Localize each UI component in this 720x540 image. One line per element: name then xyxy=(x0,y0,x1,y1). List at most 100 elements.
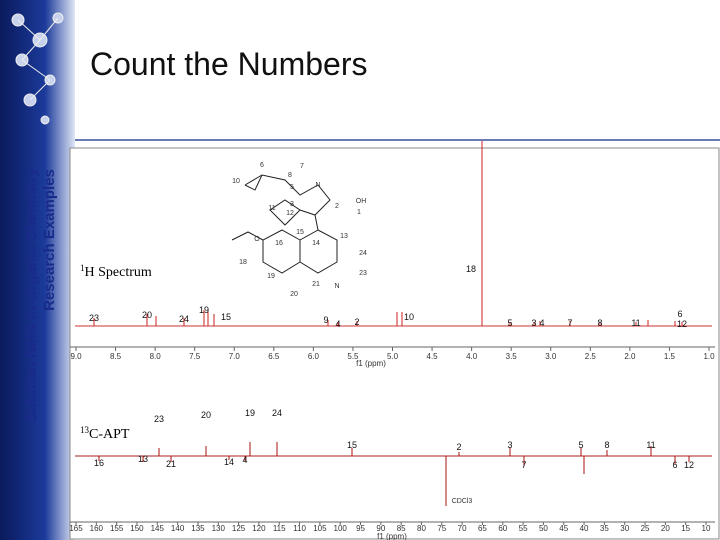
c-peak-label: 7 xyxy=(521,460,526,470)
c-tick-label: 80 xyxy=(417,524,426,533)
h-tick-label: 3.5 xyxy=(506,352,518,361)
c-peak-label: 5 xyxy=(578,440,583,450)
atom-label: 18 xyxy=(239,259,247,266)
molecule-icon xyxy=(11,12,64,125)
h-tick-label: 2.0 xyxy=(624,352,636,361)
h-tick-label: 4.0 xyxy=(466,352,478,361)
c-tick-label: 40 xyxy=(580,524,589,533)
atom-label: 20 xyxy=(290,291,298,298)
h-peak-label: 24 xyxy=(179,314,189,324)
h-peak-label: 8 xyxy=(597,318,602,328)
c-tick-label: 110 xyxy=(293,524,306,533)
c-tick-label: 160 xyxy=(90,524,104,533)
figure-frame xyxy=(69,147,720,540)
atom-label: 5 xyxy=(290,184,294,191)
h-label-sup: 1 xyxy=(80,263,85,273)
c-tick-label: 10 xyxy=(702,524,711,533)
c-peak-label: 8 xyxy=(604,440,609,450)
atom-label: 19 xyxy=(267,273,275,280)
h-peak-label: 6 xyxy=(677,309,682,319)
c-tick-label: 155 xyxy=(110,524,124,533)
atom-label: 15 xyxy=(296,229,304,236)
c-peak-label: 3 xyxy=(507,440,512,450)
sidebar-title: Solution NMR in Organic Chemistry xyxy=(23,167,40,422)
atom-label: N xyxy=(315,182,320,189)
h-peak-label: 10 xyxy=(404,312,414,322)
c-tick-label: 60 xyxy=(498,524,507,533)
atom-label: N xyxy=(334,283,339,290)
h-tick-label: 5.5 xyxy=(347,352,359,361)
c-peak-label: 19 xyxy=(245,408,255,418)
structure-bonds xyxy=(231,174,338,274)
h-peak-label: 15 xyxy=(221,312,231,322)
atom-label: 3 xyxy=(290,201,294,208)
atom-label: 12 xyxy=(286,210,294,217)
c-label-text: C-APT xyxy=(89,427,130,442)
h-tick-label: 7.5 xyxy=(189,352,201,361)
c-tick-label: 55 xyxy=(519,524,528,533)
atom-label: 24 xyxy=(359,250,367,257)
c-tick-label: 145 xyxy=(151,524,165,533)
atom-label: 13 xyxy=(340,233,348,240)
c-tick-label: 45 xyxy=(559,524,568,533)
h-tick-label: 1.5 xyxy=(664,352,676,361)
h-tick-label: 6.0 xyxy=(308,352,320,361)
c-tick-label: 125 xyxy=(232,524,246,533)
h-tick-label: 9.0 xyxy=(70,352,82,361)
atom-label: 23 xyxy=(359,270,367,277)
c-peak-label: 24 xyxy=(272,408,282,418)
c-peak-label: 20 xyxy=(201,410,211,420)
c-tick-label: 75 xyxy=(437,524,446,533)
c-tick-label: 20 xyxy=(661,524,670,533)
c-peak-label: 21 xyxy=(166,459,176,469)
c-peak-label: 12 xyxy=(684,460,694,470)
h-tick-label: 4.5 xyxy=(427,352,439,361)
h-peak-label: 2 xyxy=(354,317,359,327)
h-peak-label: 20 xyxy=(142,310,152,320)
h-tick-label: 8.5 xyxy=(110,352,122,361)
h-tick-label: 2.5 xyxy=(585,352,597,361)
c-tick-label: 135 xyxy=(191,524,205,533)
atom-label: 21 xyxy=(312,281,320,288)
h-label-text: H Spectrum xyxy=(85,265,152,280)
c-tick-label: 150 xyxy=(130,524,144,533)
c-tick-label: 105 xyxy=(313,524,327,533)
h-peak-label: 4 xyxy=(335,319,340,329)
c-peak-label: 4 xyxy=(242,455,247,465)
atom-label: 2 xyxy=(335,203,339,210)
c-peak-label: 2 xyxy=(456,442,461,452)
c-peak-label: 13 xyxy=(138,454,148,464)
c-tick-label: 95 xyxy=(356,524,365,533)
h-tick-label: 8.0 xyxy=(150,352,162,361)
atom-label: 1 xyxy=(357,209,361,216)
h-peak-label: 9 xyxy=(323,315,328,325)
c-tick-label: 85 xyxy=(397,524,406,533)
h-peak-label: 12 xyxy=(677,319,687,329)
h-peak-label: 18 xyxy=(466,264,476,274)
atom-label: 7 xyxy=(300,163,304,170)
atom-label: 10 xyxy=(232,178,240,185)
h-peak-label: 4 xyxy=(539,318,544,328)
h-tick-label: 1.0 xyxy=(703,352,715,361)
c-peak-label: 23 xyxy=(154,414,164,424)
sidebar-subtitle: Research Examples xyxy=(41,169,58,311)
atom-label: 16 xyxy=(275,240,283,247)
c-label: 13C-APT xyxy=(80,425,130,442)
h-tick-label: 7.0 xyxy=(229,352,241,361)
h-tick-label: 3.0 xyxy=(545,352,557,361)
c-tick-label: 130 xyxy=(212,524,226,533)
atom-label: 8 xyxy=(288,172,292,179)
c-tick-label: 15 xyxy=(681,524,690,533)
h-peak-label: 19 xyxy=(199,305,209,315)
c-tick-label: 165 xyxy=(69,524,83,533)
solvent-label: CDCl3 xyxy=(452,498,473,505)
c-tick-label: 50 xyxy=(539,524,548,533)
c-peak-label: 16 xyxy=(94,458,104,468)
c-tick-label: 140 xyxy=(171,524,185,533)
c-tick-label: 90 xyxy=(376,524,385,533)
h-tick-label: 6.5 xyxy=(268,352,280,361)
atom-label: O xyxy=(254,236,260,243)
c-axis-title: f1 (ppm) xyxy=(377,532,407,540)
